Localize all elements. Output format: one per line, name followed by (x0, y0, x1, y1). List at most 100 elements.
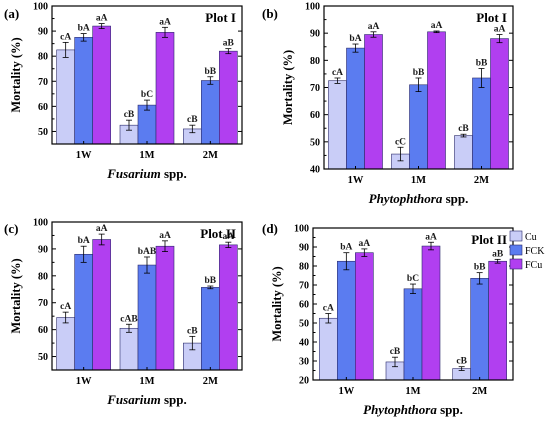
y-tick-label: 40 (299, 338, 309, 349)
y-tick-label: 70 (38, 298, 48, 309)
panel-title: Plot II (200, 226, 236, 241)
y-tick-label: 100 (305, 2, 320, 13)
significance-label: cA (60, 32, 71, 42)
y-axis-label: Mortality (%) (281, 50, 295, 125)
legend-label-fcu: FCu (525, 260, 542, 271)
y-tick-label: 90 (310, 29, 320, 40)
plot-frame (51, 5, 243, 145)
bar-cu-1w (56, 49, 75, 145)
bar-cu-1w (328, 80, 347, 170)
bar-fcu-1m (155, 245, 175, 371)
y-tick-label: 70 (38, 77, 48, 88)
significance-label: bC (407, 274, 419, 284)
significance-label: cA (332, 68, 343, 78)
bar-fcu-1m (427, 31, 446, 170)
y-tick-label: 80 (310, 56, 320, 67)
bar-fck-1w (346, 47, 365, 170)
bar-fck-1m (403, 288, 423, 381)
y-tick-label: 60 (310, 110, 320, 121)
x-tick-label: 1W (348, 175, 364, 186)
significance-label: aA (223, 232, 235, 242)
bar-fck-1m (137, 264, 157, 371)
bar-fck-1w (74, 37, 93, 145)
significance-label: aA (494, 25, 506, 35)
x-axis-label: Fusarium spp. (106, 392, 187, 407)
panel-label: (b) (262, 6, 278, 21)
significance-label: cB (458, 124, 469, 134)
significance-label: aA (159, 231, 171, 241)
bar-fcu-1w (355, 252, 374, 381)
significance-label: cB (124, 110, 135, 120)
significance-label: bAB (138, 247, 157, 257)
significance-label: cB (187, 115, 198, 125)
y-tick-label: 90 (299, 243, 309, 254)
x-tick-label: 2M (203, 376, 218, 387)
x-tick-label: 2M (203, 150, 218, 161)
bar-fck-1w (337, 260, 356, 381)
significance-label: bC (141, 90, 153, 100)
bar-fck-2m (470, 278, 489, 381)
y-tick-label: 70 (310, 83, 320, 94)
significance-label: bA (78, 236, 90, 246)
significance-label: aB (492, 249, 504, 259)
bar-fcu-2m (488, 260, 507, 381)
bar-fcu-2m (219, 50, 238, 145)
significance-label: cC (395, 137, 406, 147)
significance-label: aA (431, 21, 443, 31)
panel-label: (a) (4, 6, 19, 21)
legend-label-cu: Cu (525, 232, 537, 243)
x-tick-label: 2M (472, 386, 487, 397)
significance-label: aA (96, 224, 108, 234)
bar-cu-2m (454, 135, 473, 170)
x-axis-label: Phytophthora spp. (369, 191, 469, 206)
bar-fcu-1w (92, 239, 111, 371)
significance-label: aA (159, 17, 171, 27)
bar-fck-2m (201, 80, 220, 145)
bar-fcu-2m (490, 38, 509, 170)
y-axis-label: Mortality (%) (9, 258, 23, 333)
x-axis-label: Fusarium spp. (106, 166, 187, 181)
chart-panel-2: 50 60 70 80 90 100 cA cAB cB bA bAB bB aA aA aA 1W 1M 2M P… (4, 218, 243, 407)
y-tick-label: 90 (38, 27, 48, 38)
bar-fck-1m (409, 84, 428, 170)
bar-fck-2m (472, 77, 491, 170)
panel-label: (c) (4, 221, 18, 236)
significance-label: aA (96, 14, 108, 24)
plot-frame (323, 5, 514, 170)
y-tick-label: 50 (299, 319, 309, 330)
y-axis-label: Mortality (%) (9, 37, 23, 112)
x-tick-label: 1M (139, 376, 154, 387)
panel-title: Plot II (471, 232, 507, 247)
significance-label: aB (223, 39, 235, 49)
bar-cu-1m (119, 327, 139, 371)
significance-label: bA (349, 34, 361, 44)
y-tick-label: 90 (38, 244, 48, 255)
plot-frame (51, 221, 243, 371)
y-tick-label: 100 (294, 224, 309, 235)
significance-label: bB (476, 58, 488, 68)
significance-label: aA (425, 232, 437, 242)
y-tick-label: 100 (33, 218, 48, 229)
legend-swatch-fcu (509, 258, 523, 270)
y-tick-label: 50 (38, 352, 48, 363)
bar-fcu-1m (421, 245, 441, 381)
x-tick-label: 1M (139, 150, 154, 161)
chart-panel-0: 50 60 70 80 90 100 cA cB cB bA bC bB aA aA aB 1W 1M 2M Plo… (4, 2, 243, 181)
y-tick-label: 100 (33, 2, 48, 13)
y-tick-label: 40 (310, 165, 320, 176)
bar-fcu-1w (92, 25, 111, 145)
y-tick-label: 30 (299, 357, 309, 368)
y-tick-label: 20 (299, 376, 309, 387)
significance-label: aA (359, 239, 371, 249)
legend-label-fck: FCK (525, 246, 545, 257)
y-tick-label: 60 (38, 102, 48, 113)
x-tick-label: 1W (76, 376, 92, 387)
significance-label: cA (60, 302, 71, 312)
significance-label: aA (368, 22, 380, 32)
x-tick-label: 1M (411, 175, 426, 186)
y-tick-label: 50 (38, 127, 48, 138)
chart-panel-1: 40 50 60 70 80 90 100 cA cC cB bA bB bB aA aA aA 1W 1M 2M P… (262, 2, 514, 206)
bar-fck-1w (74, 253, 93, 371)
significance-label: cB (390, 347, 401, 357)
